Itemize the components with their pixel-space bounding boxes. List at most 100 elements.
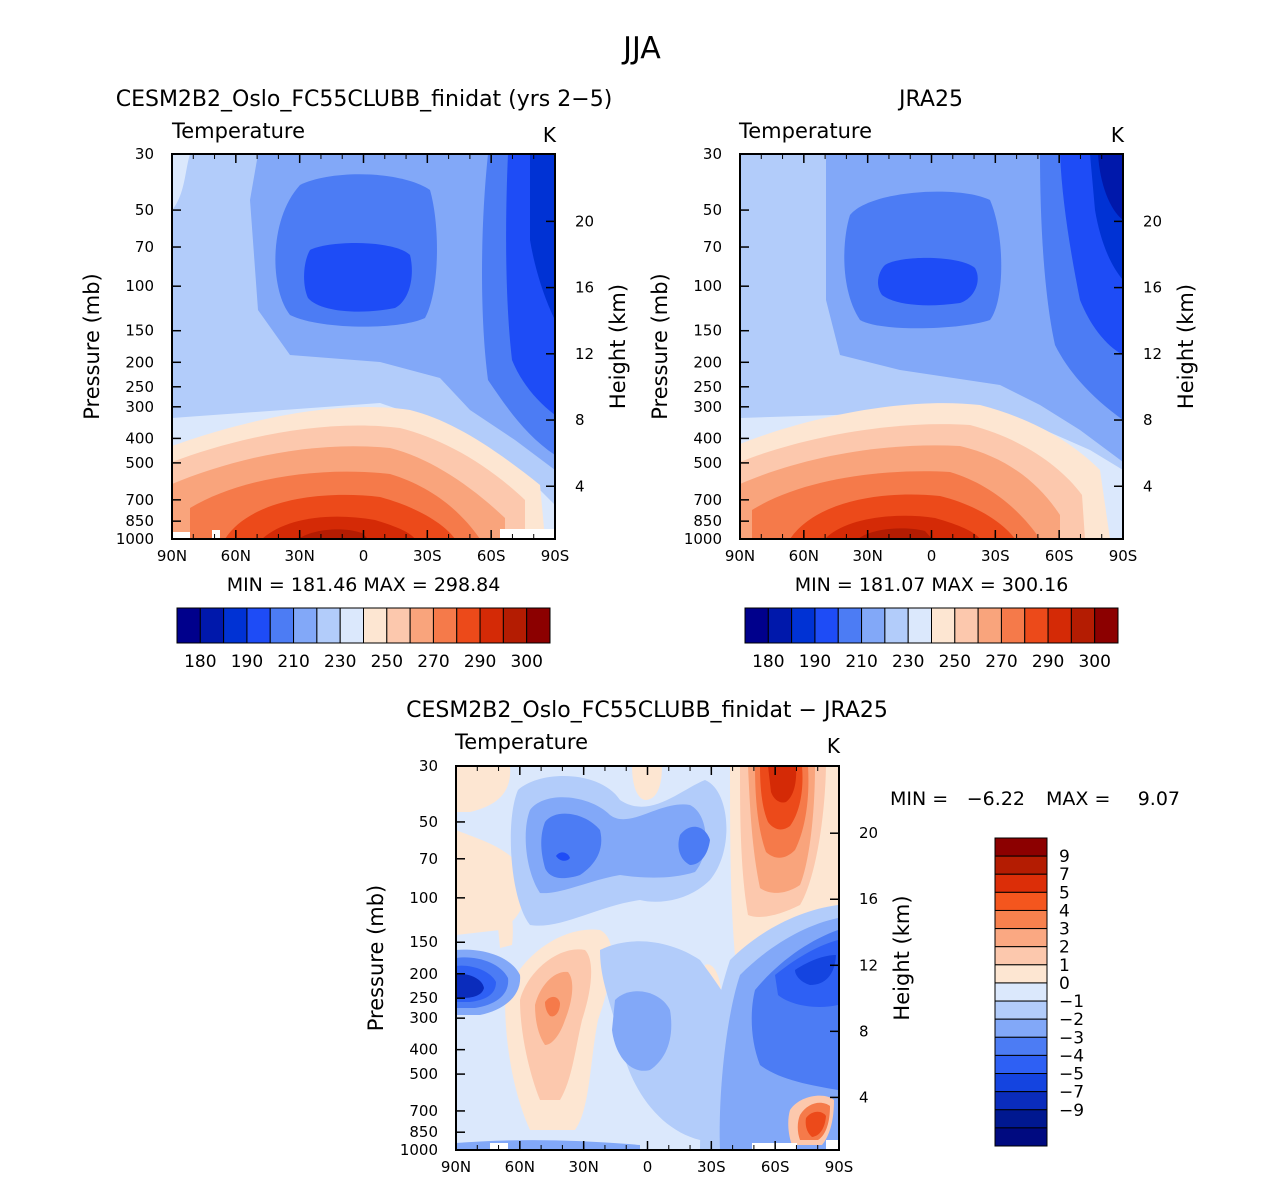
model-missing-b (212, 530, 220, 539)
colorbar-label: −9 (1059, 1101, 1084, 1121)
x-tick-label: 0 (643, 1158, 653, 1176)
colorbar-swatch (994, 873, 1048, 893)
colorbar-label: 290 (464, 652, 496, 672)
colorbar-obs: 180 190 210 230 250 270 290 300 (744, 607, 1119, 672)
diff-neg3-top2 (678, 826, 710, 865)
height-tick-label: 20 (1143, 212, 1162, 230)
x-tick-label: 60S (1045, 547, 1074, 565)
height-tick-label: 4 (1143, 477, 1153, 495)
colorbar-label: 0 (1059, 974, 1070, 994)
pressure-axis-title: Pressure (mb) (80, 273, 104, 420)
x-tick-label: 60N (221, 547, 251, 565)
pressure-axis-title: Pressure (mb) (648, 273, 672, 420)
colorbar-swatch (199, 607, 225, 644)
diff-pos-mid4 (545, 996, 560, 1017)
plot-model-field (172, 154, 555, 539)
pressure-tick-label: 850 (409, 1123, 438, 1141)
colorbar-swatch (994, 891, 1048, 911)
diff-neg5-sh (795, 955, 836, 985)
panel-obs-units: K (1111, 123, 1125, 147)
colorbar-swatch (994, 909, 1048, 930)
colorbar-swatch (293, 607, 318, 644)
panel-model-title: CESM2B2_Oslo_FC55CLUBB_finidat (yrs 2−5) (116, 87, 613, 112)
colorbar-swatch (994, 837, 1048, 857)
height-tick-label: 16 (859, 890, 878, 908)
colorbar-swatch (1070, 607, 1096, 644)
colorbar-swatch (316, 607, 341, 644)
colorbar-swatch (1047, 607, 1072, 644)
colorbar-swatch (994, 964, 1048, 984)
height-tick-label: 16 (575, 279, 594, 297)
pressure-tick-label: 300 (693, 398, 722, 416)
height-tick-label: 12 (575, 345, 594, 363)
pressure-tick-label: 1000 (684, 530, 722, 548)
colorbar-label: 230 (324, 652, 356, 672)
colorbar-label: 270 (985, 652, 1017, 672)
diff-pos-corner3 (805, 1111, 826, 1137)
colorbar-swatch (744, 607, 769, 644)
colorbar-swatch (246, 607, 271, 644)
panel-model: CESM2B2_Oslo_FC55CLUBB_finidat (yrs 2−5)… (80, 87, 630, 596)
pressure-tick-label: 70 (419, 850, 438, 868)
pressure-tick-label: 150 (409, 933, 438, 951)
colorbar-swatch (994, 1127, 1048, 1147)
colorbar-label: −3 (1059, 1028, 1084, 1048)
x-tick-label: 30S (697, 1158, 726, 1176)
pressure-tick-label: 200 (125, 353, 154, 371)
height-tick-label: 12 (859, 956, 878, 974)
model-band-r7 (298, 529, 368, 539)
colorbar-swatch (994, 1054, 1048, 1075)
colorbar-label: 190 (799, 652, 831, 672)
colorbar-label: 190 (231, 652, 263, 672)
colorbar-label: 250 (371, 652, 403, 672)
panel-model-variable: Temperature (171, 119, 305, 143)
height-tick-label: 8 (575, 411, 585, 429)
pressure-tick-label: 200 (693, 353, 722, 371)
colorbar-swatch (386, 607, 411, 644)
colorbar-swatch (954, 607, 979, 644)
panel-diff-variable: Temperature (454, 730, 588, 754)
pressure-axis-title: Pressure (mb) (364, 885, 388, 1032)
colorbar-swatch (837, 607, 863, 644)
colorbar-swatch (363, 607, 388, 644)
colorbar-swatch (339, 607, 364, 644)
x-tick-label: 90N (441, 1158, 471, 1176)
pressure-tick-label: 50 (135, 201, 154, 219)
colorbar-model: 180 190 210 230 250 270 290 300 (176, 607, 551, 672)
colorbar-swatch (931, 607, 956, 644)
colorbar-label: −2 (1059, 1010, 1084, 1030)
pressure-tick-label: 30 (419, 757, 438, 775)
x-tick-label: 90S (825, 1158, 854, 1176)
colorbar-swatch (994, 1091, 1048, 1111)
pressure-tick-label: 100 (409, 889, 438, 907)
panel-diff-units: K (827, 734, 841, 758)
colorbar-label: 9 (1059, 847, 1070, 867)
x-tick-label: 60S (477, 547, 506, 565)
colorbar-swatch (432, 607, 458, 644)
pressure-tick-label: 250 (693, 378, 722, 396)
obs-band-r6 (825, 515, 980, 539)
pressure-tick-label: 300 (125, 398, 154, 416)
diff-min-label: MIN = (890, 788, 948, 810)
x-tick-label: 60N (789, 547, 819, 565)
height-tick-label: 8 (1143, 411, 1153, 429)
colorbar-label: 5 (1059, 883, 1070, 903)
colorbar-swatch (269, 607, 295, 644)
colorbar-swatch (479, 607, 504, 644)
colorbar-label: −4 (1059, 1046, 1084, 1066)
colorbar-label: 250 (939, 652, 971, 672)
diff-min-value: −6.22 (967, 788, 1025, 810)
x-tick-label: 0 (927, 547, 937, 565)
colorbar-swatch (994, 855, 1048, 875)
pressure-tick-label: 100 (693, 277, 722, 295)
colorbar-swatch (977, 607, 1002, 644)
colorbar-swatch (456, 607, 481, 644)
pressure-tick-label: 30 (703, 145, 722, 163)
diff-neg3-top (541, 813, 602, 879)
diff-neg2-mid (612, 991, 672, 1071)
x-tick-label: 30N (569, 1158, 599, 1176)
model-missing (172, 532, 190, 539)
colorbar-label: 210 (277, 652, 309, 672)
x-tick-label: 0 (359, 547, 369, 565)
